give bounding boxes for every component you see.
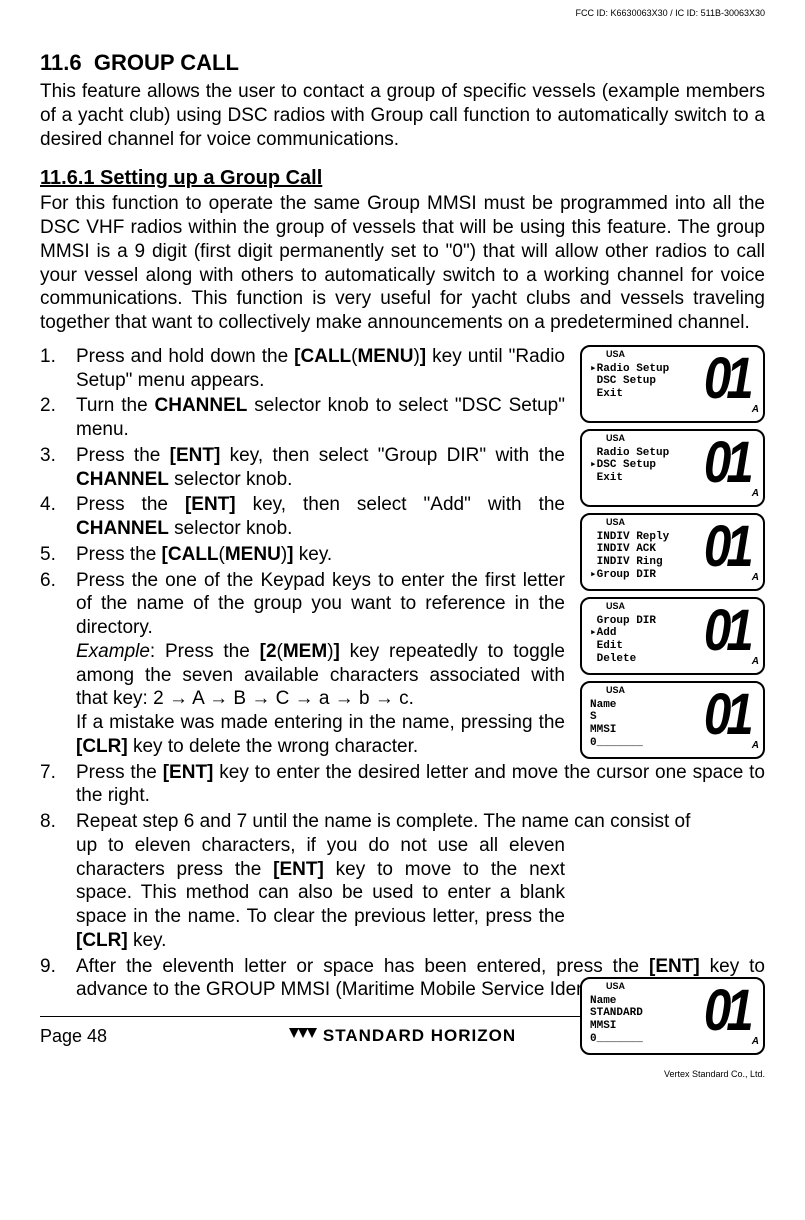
lcd-screen: USA ▸Radio Setup DSC Setup Exit 01A <box>580 345 765 423</box>
section-title: 11.6 GROUP CALL <box>40 50 765 76</box>
steps-container: USA ▸Radio Setup DSC Setup Exit 01A USA … <box>40 345 765 1002</box>
lcd-usa: USA <box>606 349 625 359</box>
brand-logo: STANDARD HORIZON <box>221 1026 584 1046</box>
step-8: 8.Repeat step 6 and 7 until the name is … <box>40 810 765 953</box>
lcd-suffix: A <box>752 740 759 751</box>
lcd-usa: USA <box>606 685 625 695</box>
lcd-usa: USA <box>606 517 625 527</box>
lcd-channel: 01 <box>704 681 749 748</box>
section-number: 11.6 <box>40 50 82 75</box>
lcd-screen: USA INDIV Reply INDIV ACK INDIV Ring ▸Gr… <box>580 513 765 591</box>
lcd-channel: 01 <box>704 345 749 412</box>
lcd-menu: Name S MMSI 0_______ <box>582 683 674 757</box>
lcd-suffix: A <box>752 1036 759 1047</box>
lcd-suffix: A <box>752 656 759 667</box>
lcd-suffix: A <box>752 488 759 499</box>
subsection-title: 11.6.1 Setting up a Group Call <box>40 167 765 190</box>
lcd-suffix: A <box>752 404 759 415</box>
lcd-channel: 01 <box>704 429 749 496</box>
lcd-menu: INDIV Reply INDIV ACK INDIV Ring ▸Group … <box>582 515 674 589</box>
section-name: GROUP CALL <box>94 50 239 75</box>
copyright: Vertex Standard Co., Ltd. <box>40 1069 765 1079</box>
page-number: Page 48 <box>40 1026 221 1047</box>
lcd-channel: 01 <box>704 513 749 580</box>
lcd-usa: USA <box>606 981 625 991</box>
lcd-suffix: A <box>752 572 759 583</box>
header-ids: FCC ID: K6630063X30 / IC ID: 511B-30063X… <box>576 8 765 18</box>
lcd-channel: 01 <box>704 597 749 664</box>
subsection-intro: For this function to operate the same Gr… <box>40 192 765 335</box>
lcd-menu: Radio Setup ▸DSC Setup Exit <box>582 431 674 505</box>
lcd-screen: USA Group DIR ▸Add Edit Delete 01A <box>580 597 765 675</box>
lcd-screen: USA Radio Setup ▸DSC Setup Exit 01A <box>580 429 765 507</box>
brand-text: STANDARD HORIZON <box>323 1026 516 1046</box>
lcd-channel: 01 <box>704 977 749 1044</box>
lcd-usa: USA <box>606 433 625 443</box>
step-7: 7.Press the [ENT] key to enter the desir… <box>40 761 765 809</box>
lcd-menu: Name STANDARD MMSI 0_______ <box>582 979 674 1053</box>
lcd-menu: Group DIR ▸Add Edit Delete <box>582 599 674 673</box>
lcd-menu: ▸Radio Setup DSC Setup Exit <box>582 347 674 421</box>
lcd-screen: USA Name S MMSI 0_______ 01A <box>580 681 765 759</box>
lcd-screen: USA Name STANDARD MMSI 0_______ 01A <box>580 977 765 1055</box>
intro-paragraph: This feature allows the user to contact … <box>40 80 765 151</box>
lcd-usa: USA <box>606 601 625 611</box>
lcd-column-bottom: USA Name STANDARD MMSI 0_______ 01A <box>580 977 765 1061</box>
brand-icon <box>289 1028 317 1044</box>
lcd-column-top: USA ▸Radio Setup DSC Setup Exit 01A USA … <box>580 345 765 765</box>
